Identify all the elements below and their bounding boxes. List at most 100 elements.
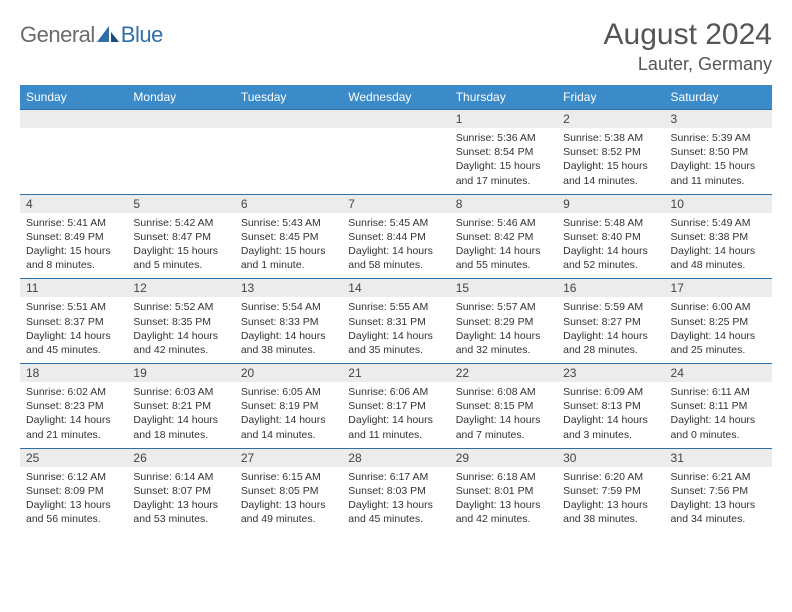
day-number: 25 xyxy=(26,451,39,465)
daylight-text: and 55 minutes. xyxy=(456,258,551,272)
day-number: 24 xyxy=(671,366,684,380)
sunset-text: Sunset: 8:01 PM xyxy=(456,484,551,498)
day-number: 15 xyxy=(456,281,469,295)
daynum-row: 123 xyxy=(20,110,772,129)
day-content-cell: Sunrise: 5:38 AMSunset: 8:52 PMDaylight:… xyxy=(557,128,664,194)
day-content-cell: Sunrise: 6:11 AMSunset: 8:11 PMDaylight:… xyxy=(665,382,772,448)
sunrise-text: Sunrise: 6:12 AM xyxy=(26,470,121,484)
day-number-cell: 17 xyxy=(665,279,772,298)
daynum-row: 18192021222324 xyxy=(20,364,772,383)
sunrise-text: Sunrise: 5:46 AM xyxy=(456,216,551,230)
sunrise-text: Sunrise: 6:14 AM xyxy=(133,470,228,484)
sunrise-text: Sunrise: 5:59 AM xyxy=(563,300,658,314)
day-content-cell: Sunrise: 6:15 AMSunset: 8:05 PMDaylight:… xyxy=(235,467,342,533)
sunrise-text: Sunrise: 6:05 AM xyxy=(241,385,336,399)
daylight-text: and 34 minutes. xyxy=(671,512,766,526)
daylight-text: Daylight: 15 hours xyxy=(241,244,336,258)
daylight-text: Daylight: 13 hours xyxy=(563,498,658,512)
daylight-text: Daylight: 14 hours xyxy=(133,329,228,343)
daylight-text: and 32 minutes. xyxy=(456,343,551,357)
daylight-text: Daylight: 13 hours xyxy=(671,498,766,512)
daylight-text: and 11 minutes. xyxy=(348,428,443,442)
day-content-cell xyxy=(235,128,342,194)
sunset-text: Sunset: 8:09 PM xyxy=(26,484,121,498)
day-number-cell: 9 xyxy=(557,194,664,213)
day-number: 23 xyxy=(563,366,576,380)
day-number-cell: 8 xyxy=(450,194,557,213)
sunset-text: Sunset: 8:44 PM xyxy=(348,230,443,244)
weekday-header: Tuesday xyxy=(235,85,342,110)
daylight-text: Daylight: 13 hours xyxy=(241,498,336,512)
sunrise-text: Sunrise: 5:42 AM xyxy=(133,216,228,230)
daylight-text: and 14 minutes. xyxy=(241,428,336,442)
day-content-cell xyxy=(127,128,234,194)
day-content-cell: Sunrise: 6:18 AMSunset: 8:01 PMDaylight:… xyxy=(450,467,557,533)
sunset-text: Sunset: 7:56 PM xyxy=(671,484,766,498)
weekday-header-row: Sunday Monday Tuesday Wednesday Thursday… xyxy=(20,85,772,110)
daylight-text: Daylight: 14 hours xyxy=(563,329,658,343)
daylight-text: and 35 minutes. xyxy=(348,343,443,357)
sunrise-text: Sunrise: 6:11 AM xyxy=(671,385,766,399)
sunrise-text: Sunrise: 5:55 AM xyxy=(348,300,443,314)
day-number: 2 xyxy=(563,112,570,126)
daylight-text: Daylight: 14 hours xyxy=(456,413,551,427)
title-block: August 2024 Lauter, Germany xyxy=(604,18,772,75)
calendar-table: Sunday Monday Tuesday Wednesday Thursday… xyxy=(20,85,772,533)
day-content-cell: Sunrise: 5:49 AMSunset: 8:38 PMDaylight:… xyxy=(665,213,772,279)
sunrise-text: Sunrise: 6:21 AM xyxy=(671,470,766,484)
day-number: 11 xyxy=(26,281,38,295)
sunrise-text: Sunrise: 5:45 AM xyxy=(348,216,443,230)
sunset-text: Sunset: 8:19 PM xyxy=(241,399,336,413)
day-number: 29 xyxy=(456,451,469,465)
day-number-cell: 13 xyxy=(235,279,342,298)
daylight-text: and 53 minutes. xyxy=(133,512,228,526)
content-row: Sunrise: 5:36 AMSunset: 8:54 PMDaylight:… xyxy=(20,128,772,194)
day-content-cell: Sunrise: 5:36 AMSunset: 8:54 PMDaylight:… xyxy=(450,128,557,194)
sunset-text: Sunset: 8:33 PM xyxy=(241,315,336,329)
daylight-text: Daylight: 13 hours xyxy=(133,498,228,512)
daylight-text: and 3 minutes. xyxy=(563,428,658,442)
weekday-header: Wednesday xyxy=(342,85,449,110)
sunset-text: Sunset: 8:54 PM xyxy=(456,145,551,159)
day-content-cell: Sunrise: 5:52 AMSunset: 8:35 PMDaylight:… xyxy=(127,297,234,363)
sunrise-text: Sunrise: 6:17 AM xyxy=(348,470,443,484)
sunrise-text: Sunrise: 6:08 AM xyxy=(456,385,551,399)
day-content-cell xyxy=(342,128,449,194)
daynum-row: 45678910 xyxy=(20,194,772,213)
daylight-text: and 7 minutes. xyxy=(456,428,551,442)
day-content-cell: Sunrise: 5:57 AMSunset: 8:29 PMDaylight:… xyxy=(450,297,557,363)
day-number-cell: 2 xyxy=(557,110,664,129)
sunrise-text: Sunrise: 5:48 AM xyxy=(563,216,658,230)
sunrise-text: Sunrise: 6:15 AM xyxy=(241,470,336,484)
daylight-text: and 49 minutes. xyxy=(241,512,336,526)
day-number-cell: 14 xyxy=(342,279,449,298)
sunrise-text: Sunrise: 5:51 AM xyxy=(26,300,121,314)
sunrise-text: Sunrise: 6:02 AM xyxy=(26,385,121,399)
day-number-cell: 15 xyxy=(450,279,557,298)
daylight-text: and 1 minute. xyxy=(241,258,336,272)
daylight-text: Daylight: 14 hours xyxy=(241,329,336,343)
weekday-header: Saturday xyxy=(665,85,772,110)
daylight-text: Daylight: 13 hours xyxy=(26,498,121,512)
sunset-text: Sunset: 8:23 PM xyxy=(26,399,121,413)
daylight-text: Daylight: 14 hours xyxy=(671,413,766,427)
sunrise-text: Sunrise: 6:06 AM xyxy=(348,385,443,399)
sunset-text: Sunset: 8:05 PM xyxy=(241,484,336,498)
day-number-cell: 26 xyxy=(127,448,234,467)
sunset-text: Sunset: 8:17 PM xyxy=(348,399,443,413)
day-number-cell xyxy=(20,110,127,129)
daylight-text: and 25 minutes. xyxy=(671,343,766,357)
day-number-cell: 27 xyxy=(235,448,342,467)
day-number-cell xyxy=(235,110,342,129)
day-number: 28 xyxy=(348,451,361,465)
day-content-cell: Sunrise: 5:41 AMSunset: 8:49 PMDaylight:… xyxy=(20,213,127,279)
day-number-cell: 29 xyxy=(450,448,557,467)
day-content-cell: Sunrise: 6:03 AMSunset: 8:21 PMDaylight:… xyxy=(127,382,234,448)
day-content-cell: Sunrise: 6:00 AMSunset: 8:25 PMDaylight:… xyxy=(665,297,772,363)
daylight-text: Daylight: 14 hours xyxy=(563,244,658,258)
logo: General Blue xyxy=(20,18,163,48)
day-number: 19 xyxy=(133,366,146,380)
day-number-cell: 1 xyxy=(450,110,557,129)
day-number-cell: 6 xyxy=(235,194,342,213)
day-number: 17 xyxy=(671,281,684,295)
